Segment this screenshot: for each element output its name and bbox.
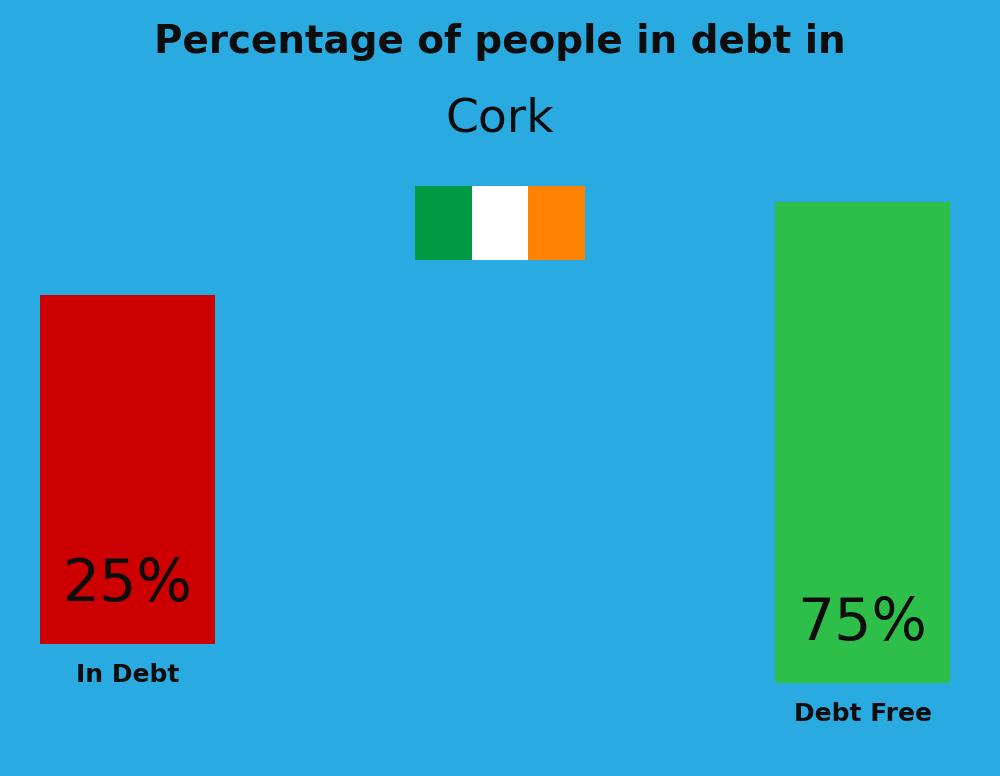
FancyBboxPatch shape — [415, 186, 472, 260]
Text: 75%: 75% — [798, 595, 927, 652]
Text: 25%: 25% — [63, 556, 192, 613]
Text: Debt Free: Debt Free — [794, 702, 932, 726]
FancyBboxPatch shape — [528, 186, 585, 260]
FancyBboxPatch shape — [775, 202, 950, 683]
FancyBboxPatch shape — [472, 186, 528, 260]
Text: Cork: Cork — [446, 97, 554, 142]
Text: In Debt: In Debt — [76, 663, 179, 688]
FancyBboxPatch shape — [40, 295, 215, 644]
Text: Percentage of people in debt in: Percentage of people in debt in — [154, 23, 846, 61]
